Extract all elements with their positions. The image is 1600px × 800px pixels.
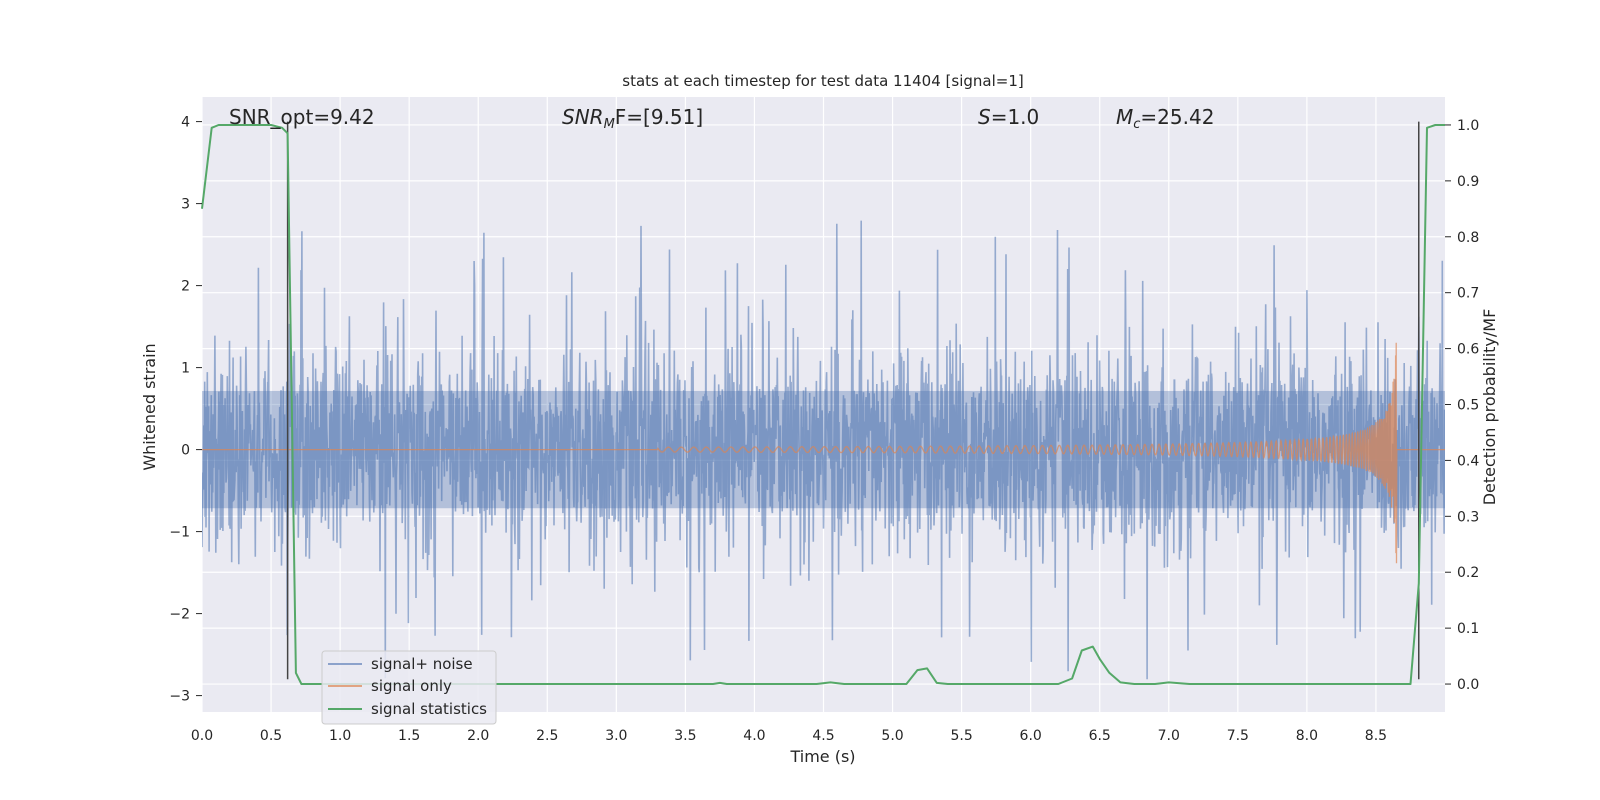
annotation-mc: Mc=25.42 — [1116, 105, 1214, 132]
right-tick-label: 0.7 — [1457, 286, 1479, 302]
x-tick-label: 8.5 — [1365, 728, 1387, 744]
right-tick-label: 0.6 — [1457, 342, 1479, 358]
y-axis-label-left: Whitened strain — [140, 343, 159, 470]
x-tick-label: 1.5 — [398, 728, 420, 744]
x-tick-label: 4.0 — [743, 728, 765, 744]
x-tick-label: 8.0 — [1296, 728, 1318, 744]
x-tick-label: 5.5 — [950, 728, 972, 744]
right-tick-label: 0.3 — [1457, 509, 1479, 525]
annotation-snr-mf: SNRMF=[9.51] — [562, 105, 703, 132]
annotation-s-tail: =1.0 — [991, 105, 1040, 129]
x-tick-label: 2.0 — [467, 728, 489, 744]
x-axis-label: Time (s) — [789, 747, 855, 766]
legend: signal+ noise signal only signal statist… — [321, 650, 497, 725]
chart-title: stats at each timestep for test data 114… — [622, 72, 1023, 90]
annotations: SNR_opt=9.42 SNRMF=[9.51] S=1.0 Mc=25.42 — [229, 105, 1214, 132]
x-tick-label: 3.5 — [674, 728, 696, 744]
x-tick-label: 6.0 — [1020, 728, 1042, 744]
left-tick-label: −3 — [169, 689, 190, 705]
annotation-snr-opt: SNR_opt=9.42 — [229, 105, 375, 129]
left-tick-label: 0 — [181, 443, 190, 459]
left-tick-label: −1 — [169, 525, 190, 541]
legend-label-statistics: signal statistics — [371, 700, 487, 718]
right-tick-label: 0.1 — [1457, 621, 1479, 637]
left-tick-label: 4 — [181, 115, 190, 131]
signal-noise-line — [202, 220, 1445, 680]
x-tick-label: 4.5 — [812, 728, 834, 744]
annotation-s: S=1.0 — [978, 105, 1039, 129]
x-tick-label: 5.0 — [881, 728, 903, 744]
x-tick-label: 6.5 — [1089, 728, 1111, 744]
annotation-snr-mf-tail: F=[9.51] — [615, 105, 703, 129]
x-axis-ticks: 0.0 0.5 1.0 1.5 2.0 2.5 3.0 3.5 4.0 4.5 5.0 5.5 6.0 6… — [191, 728, 1387, 744]
annotation-s-main: S — [978, 105, 991, 129]
right-tick-label: 0.0 — [1457, 677, 1479, 693]
y-axis-label-right: Detection probability/MF — [1480, 309, 1499, 506]
annotation-mc-main: M — [1116, 105, 1133, 129]
left-tick-label: −2 — [169, 607, 190, 623]
x-tick-label: 7.5 — [1227, 728, 1249, 744]
right-tick-label: 0.8 — [1457, 230, 1479, 246]
right-tick-label: 1.0 — [1457, 118, 1479, 134]
x-tick-label: 7.0 — [1158, 728, 1180, 744]
signal-only-line — [202, 342, 1445, 564]
x-tick-label: 3.0 — [605, 728, 627, 744]
x-tick-label: 2.5 — [536, 728, 558, 744]
legend-label-noise: signal+ noise — [371, 655, 473, 673]
annotation-mc-tail: =25.42 — [1140, 105, 1214, 129]
x-tick-label: 0.0 — [191, 728, 213, 744]
right-tick-label: 0.2 — [1457, 565, 1479, 581]
left-axis-ticks: 4 3 2 1 0 −1 −2 −3 — [169, 115, 202, 705]
signal-statistics-series — [201, 124, 1445, 685]
signal-statistics-line — [201, 124, 1445, 685]
annotation-snr-mf-sub: M — [604, 117, 615, 132]
right-tick-label: 0.9 — [1457, 174, 1479, 190]
signal-only-series — [202, 342, 1445, 564]
right-tick-label: 0.4 — [1457, 453, 1479, 469]
left-tick-label: 1 — [181, 361, 190, 377]
legend-label-signal: signal only — [371, 677, 452, 695]
x-tick-label: 0.5 — [260, 728, 282, 744]
annotation-snr-mf-main: SNR — [562, 105, 604, 129]
left-tick-label: 2 — [181, 279, 190, 295]
left-tick-label: 3 — [181, 197, 190, 213]
legend-box — [321, 650, 497, 725]
x-tick-label: 1.0 — [329, 728, 351, 744]
annotation-mc-sub: c — [1133, 117, 1140, 132]
right-tick-label: 0.5 — [1457, 398, 1479, 414]
right-axis-ticks: 1.0 0.9 0.8 0.7 0.6 0.5 0.4 0.3 0.2 0.1 0.0 — [1445, 118, 1479, 693]
